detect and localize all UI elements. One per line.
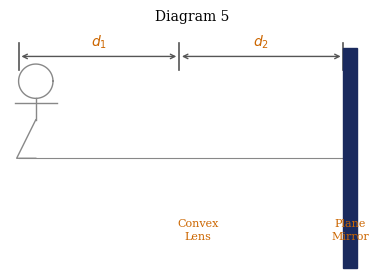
Text: Diagram 5: Diagram 5 <box>155 10 230 24</box>
Text: $d_2$: $d_2$ <box>253 34 270 51</box>
Text: Plane
Mirror: Plane Mirror <box>331 219 369 242</box>
Bar <box>343 48 357 268</box>
Text: $d_1$: $d_1$ <box>91 34 107 51</box>
Text: Convex
Lens: Convex Lens <box>177 219 219 242</box>
